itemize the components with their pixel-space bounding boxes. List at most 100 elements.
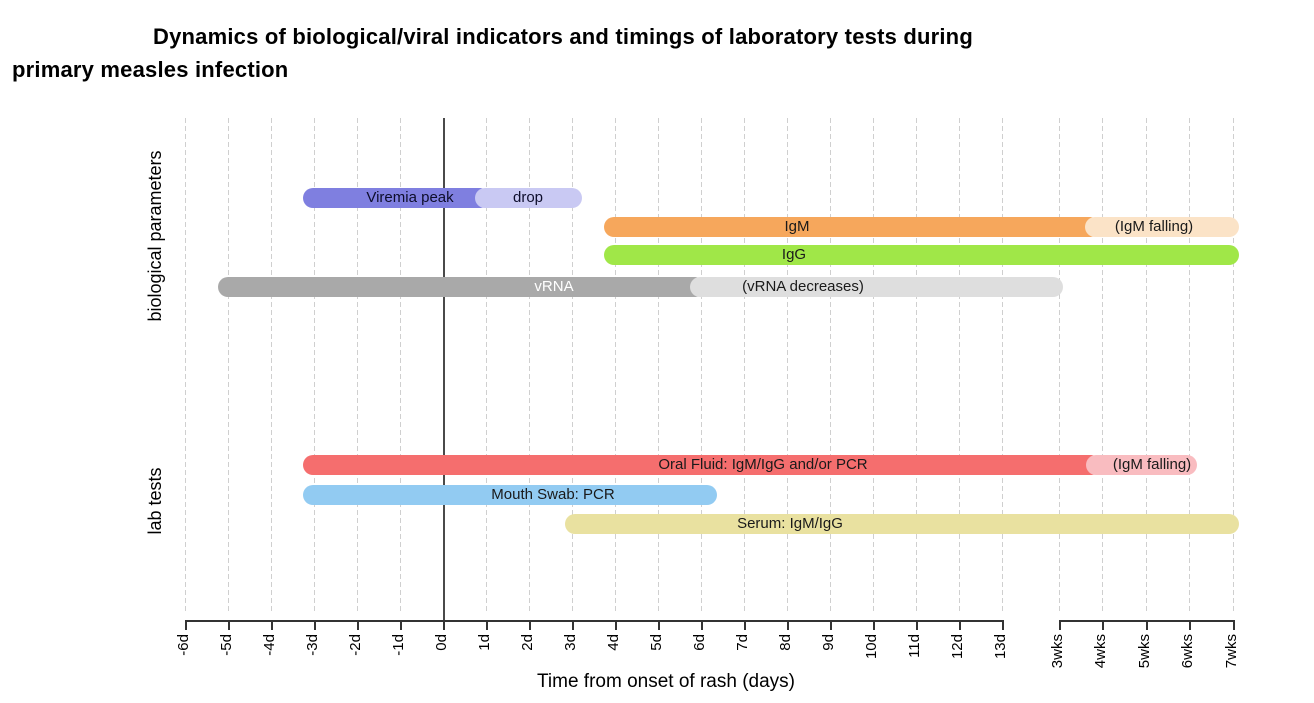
tick-6wks [1189, 620, 1191, 630]
oral-fluid-label-2: (IgM falling) [1112, 456, 1192, 473]
oral-fluid-label-1: Oral Fluid: IgM/IgG and/or PCR [658, 456, 868, 473]
tick-label-9d: 9d [820, 634, 837, 651]
tick-0d [443, 620, 445, 630]
tick-8d [787, 620, 789, 630]
tick-10d [873, 620, 875, 630]
tick-label--6d: -6d [175, 634, 192, 656]
tick-label-10d: 10d [863, 634, 880, 660]
gridline-9d [830, 118, 831, 612]
igm-segment-1 [604, 217, 1100, 237]
serum-segment-1 [565, 514, 1239, 534]
oral-fluid-segment-1 [303, 455, 1101, 475]
tick-label-1d: 1d [476, 634, 493, 651]
tick-12d [959, 620, 961, 630]
gridline-10d [873, 118, 874, 612]
tick-6d [701, 620, 703, 630]
tick--6d [185, 620, 187, 630]
vrna-label-2: (vRNA decreases) [742, 278, 864, 295]
tick-label--2d: -2d [347, 634, 364, 656]
gridline-13d [1002, 118, 1003, 612]
serum-label-1: Serum: IgM/IgG [737, 515, 843, 532]
gridline-4d [615, 118, 616, 612]
tick-5wks [1146, 620, 1148, 630]
tick-7d [744, 620, 746, 630]
tick-label-8d: 8d [777, 634, 794, 651]
mouth-swab-segment-1 [303, 485, 717, 505]
tick-9d [830, 620, 832, 630]
tick-label-5d: 5d [648, 634, 665, 651]
tick-label-3d: 3d [562, 634, 579, 651]
tick-3d [572, 620, 574, 630]
vrna-label-1: vRNA [534, 278, 574, 295]
tick-7wks [1233, 620, 1235, 630]
gridline--2d [357, 118, 358, 612]
gridline-7wks [1233, 118, 1234, 612]
group-label-biological-parameters: biological parameters [145, 150, 165, 322]
vrna-segment-2 [690, 277, 1063, 297]
zero-day-line [443, 118, 445, 620]
tick-label-11d: 11d [906, 634, 923, 658]
gridline-3d [572, 118, 573, 612]
tick-label-3wks: 3wks [1049, 634, 1066, 669]
gridline-8d [787, 118, 788, 612]
tick-label-13d: 13d [992, 634, 1009, 660]
tick-label-4wks: 4wks [1092, 634, 1109, 669]
viremia-label-1: Viremia peak [366, 189, 454, 206]
tick-label--3d: -3d [304, 634, 321, 656]
tick-11d [916, 620, 918, 630]
gridline--1d [400, 118, 401, 612]
axis-line-segment-2 [1059, 620, 1233, 622]
vrna-segment-1 [218, 277, 705, 297]
figure-title-line1: Dynamics of biological/viral indicators … [153, 24, 973, 49]
tick-13d [1002, 620, 1004, 630]
tick-label-6d: 6d [691, 634, 708, 651]
figure-title-line2: primary measles infection [12, 57, 289, 82]
igg-label-1: IgG [781, 246, 807, 263]
x-axis-title: Time from onset of rash (days) [537, 671, 795, 692]
tick-4d [615, 620, 617, 630]
tick-2d [529, 620, 531, 630]
gridline--4d [271, 118, 272, 612]
gridline-6wks [1189, 118, 1190, 612]
gridline-12d [959, 118, 960, 612]
tick-label-12d: 12d [949, 634, 966, 660]
viremia-segment-2 [475, 188, 582, 208]
gridline--3d [314, 118, 315, 612]
igm-segment-2 [1085, 217, 1239, 237]
gridline-5wks [1146, 118, 1147, 612]
tick-label-7wks: 7wks [1223, 634, 1240, 669]
gridline-3wks [1059, 118, 1060, 612]
viremia-segment-1 [303, 188, 490, 208]
igm-label-2: (IgM falling) [1114, 218, 1194, 235]
axis-line-segment-1 [185, 620, 1002, 622]
tick-label-7d: 7d [734, 634, 751, 651]
tick-label-4d: 4d [605, 634, 622, 651]
viremia-label-2: drop [512, 189, 544, 206]
tick--5d [228, 620, 230, 630]
gridline-1d [486, 118, 487, 612]
tick-label-5wks: 5wks [1136, 634, 1153, 669]
tick-4wks [1102, 620, 1104, 630]
tick-5d [658, 620, 660, 630]
gridline--6d [185, 118, 186, 612]
tick-label-6wks: 6wks [1179, 634, 1196, 669]
tick-label--5d: -5d [218, 634, 235, 656]
gridline-7d [744, 118, 745, 612]
tick--4d [271, 620, 273, 630]
tick--3d [314, 620, 316, 630]
mouth-swab-label-1: Mouth Swab: PCR [491, 486, 615, 503]
oral-fluid-segment-2 [1086, 455, 1197, 475]
tick-1d [486, 620, 488, 630]
gridline-2d [529, 118, 530, 612]
tick-label-2d: 2d [519, 634, 536, 651]
gridline--5d [228, 118, 229, 612]
igg-segment-1 [604, 245, 1239, 265]
tick-3wks [1059, 620, 1061, 630]
tick-label--4d: -4d [261, 634, 278, 656]
gridline-4wks [1102, 118, 1103, 612]
tick--1d [400, 620, 402, 630]
igm-label-1: IgM [784, 218, 810, 235]
group-label-lab-tests: lab tests [145, 467, 165, 535]
tick-label-0d: 0d [433, 634, 450, 651]
